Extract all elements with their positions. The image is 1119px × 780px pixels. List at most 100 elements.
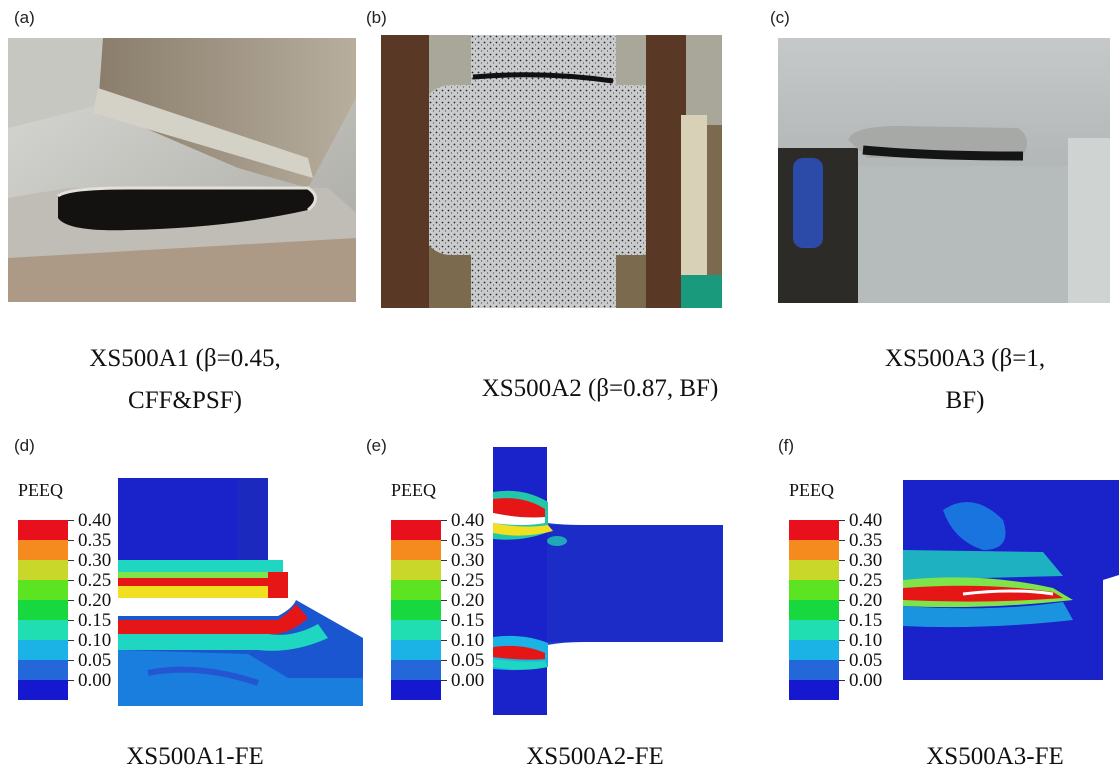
legend-swatch	[18, 620, 68, 640]
caption-xs500a2: XS500A2 (β=0.87, BF)	[481, 375, 719, 402]
photo-xs500a1	[8, 38, 356, 302]
legend-swatch	[789, 660, 839, 680]
legend-tick-label: 0.25	[451, 570, 485, 591]
legend-swatch	[789, 560, 839, 580]
legend-tick-label: 0.40	[849, 510, 883, 531]
legend-tick-label: 0.15	[78, 610, 112, 631]
legend-tick-mark	[441, 560, 447, 561]
legend-title: PEEQ	[789, 480, 834, 500]
legend-tick-mark	[839, 560, 845, 561]
legend-tick-label: 0.30	[78, 550, 112, 571]
legend-swatch	[789, 680, 839, 700]
legend-swatch	[789, 620, 839, 640]
legend-swatch	[789, 640, 839, 660]
legend-tick-mark	[68, 580, 74, 581]
legend-tick-mark	[68, 640, 74, 641]
legend-tick-label: 0.30	[451, 550, 485, 571]
legend-tick-label: 0.20	[78, 590, 112, 611]
fe-contour-xs500a1	[118, 478, 363, 706]
legend-swatch	[18, 600, 68, 620]
legend-tick-label: 0.10	[78, 630, 112, 651]
legend-swatch	[391, 520, 441, 540]
legend-tick-label: 0.25	[78, 570, 112, 591]
legend-swatch	[391, 540, 441, 560]
legend-tick-mark	[441, 640, 447, 641]
legend-tick-label: 0.40	[451, 510, 485, 531]
legend-tick-mark	[68, 600, 74, 601]
legend-tick-mark	[839, 580, 845, 581]
caption-xs500a1-fe: XS500A1-FE	[126, 743, 264, 770]
legend-tick-mark	[68, 680, 74, 681]
legend-tick-mark	[441, 680, 447, 681]
legend-swatch	[18, 660, 68, 680]
legend-tick-label: 0.10	[849, 630, 883, 651]
panel-label-d: (d)	[14, 436, 35, 455]
caption-xs500a2-fe: XS500A2-FE	[526, 743, 664, 770]
legend-swatch	[391, 620, 441, 640]
caption-xs500a1-line2: CFF&PSF)	[128, 387, 242, 414]
legend-swatch	[18, 680, 68, 700]
legend-tick-mark	[68, 660, 74, 661]
legend-swatch	[391, 560, 441, 580]
legend-tick-mark	[68, 560, 74, 561]
photo-xs500a3	[778, 38, 1110, 303]
legend-swatch	[18, 580, 68, 600]
legend-tick-mark	[839, 640, 845, 641]
legend-tick-mark	[68, 620, 74, 621]
panel-label-e: (e)	[366, 436, 387, 455]
legend-tick-label: 0.05	[78, 650, 112, 671]
panel-label-a: (a)	[14, 8, 35, 27]
legend-tick-mark	[441, 620, 447, 621]
legend-swatch	[391, 660, 441, 680]
panel-label-f: (f)	[778, 436, 795, 455]
legend-tick-label: 0.35	[78, 530, 112, 551]
legend-tick-label: 0.05	[451, 650, 485, 671]
legend-tick-mark	[441, 600, 447, 601]
legend-swatch	[391, 680, 441, 700]
legend-swatch	[789, 520, 839, 540]
legend-tick-mark	[839, 660, 845, 661]
panel-label-b: (b)	[366, 8, 387, 27]
legend-tick-label: 0.15	[849, 610, 883, 631]
caption-xs500a1-line1: XS500A1 (β=0.45,	[89, 345, 281, 372]
legend-tick-mark	[839, 680, 845, 681]
legend-tick-label: 0.30	[849, 550, 883, 571]
legend-tick-label: 0.20	[849, 590, 883, 611]
legend-swatch	[789, 600, 839, 620]
legend-tick-label: 0.00	[849, 670, 883, 691]
legend-tick-mark	[839, 600, 845, 601]
caption-xs500a3-line2: BF)	[945, 387, 985, 414]
legend-tick-mark	[68, 540, 74, 541]
legend-tick-label: 0.10	[451, 630, 485, 651]
legend-swatch	[391, 640, 441, 660]
panel-label-c: (c)	[770, 8, 790, 27]
legend-tick-mark	[839, 520, 845, 521]
legend-tick-mark	[839, 540, 845, 541]
legend-tick-label: 0.20	[451, 590, 485, 611]
legend-title: PEEQ	[391, 480, 436, 500]
legend-tick-label: 0.35	[451, 530, 485, 551]
legend-tick-mark	[839, 620, 845, 621]
legend-tick-label: 0.35	[849, 530, 883, 551]
legend-tick-mark	[441, 660, 447, 661]
photo-xs500a2	[381, 35, 722, 308]
caption-xs500a3-fe: XS500A3-FE	[926, 743, 1064, 770]
legend-swatch	[789, 580, 839, 600]
legend-tick-label: 0.40	[78, 510, 112, 531]
legend-title: PEEQ	[18, 480, 63, 500]
legend-swatch	[18, 560, 68, 580]
legend-tick-mark	[441, 520, 447, 521]
legend-swatch	[18, 520, 68, 540]
legend-tick-mark	[441, 580, 447, 581]
legend-tick-mark	[441, 540, 447, 541]
legend-tick-label: 0.05	[849, 650, 883, 671]
legend-swatch	[18, 640, 68, 660]
legend-tick-label: 0.00	[451, 670, 485, 691]
legend-tick-mark	[68, 520, 74, 521]
legend-swatch	[391, 580, 441, 600]
fe-contour-xs500a3	[903, 480, 1119, 680]
legend-tick-label: 0.15	[451, 610, 485, 631]
legend-tick-label: 0.25	[849, 570, 883, 591]
legend-swatch	[391, 600, 441, 620]
fe-contour-xs500a2	[493, 447, 723, 715]
